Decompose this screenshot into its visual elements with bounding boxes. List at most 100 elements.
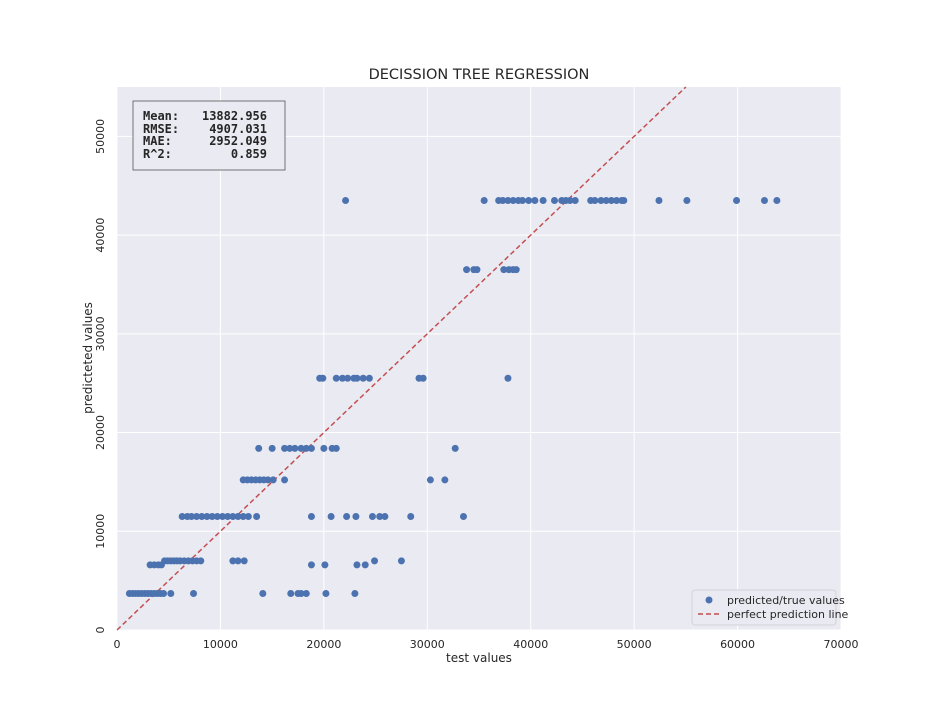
scatter-point [229,557,237,565]
scatter-point [338,374,346,382]
scatter-point [302,444,310,452]
scatter-point [351,589,359,597]
x-axis-label: test values [446,651,512,665]
scatter-point [371,557,379,565]
scatter-point [178,512,186,520]
scatter-point [264,476,272,484]
scatter-point [197,557,205,565]
legend-label-scatter: predicted/true values [727,594,845,607]
scatter-point [518,197,526,205]
scatter-point [368,512,376,520]
scatter-point [320,444,328,452]
y-axis-label: predicteted values [81,302,95,414]
scatter-point [361,561,369,569]
x-tick-label: 30000 [410,638,445,651]
stats-r2-label: R^2: [143,147,172,161]
x-tick-label: 50000 [617,638,652,651]
stats-mean-label: Mean: [143,109,179,123]
scatter-point [281,444,289,452]
scatter-point [602,197,610,205]
x-tick-label: 40000 [513,638,548,651]
scatter-point [566,197,574,205]
scatter-point [240,557,248,565]
stats-mae-value: 2952.049 [209,134,267,148]
stats-rmse-value: 4907.031 [209,122,267,136]
scatter-point [352,512,360,520]
scatter-point [441,476,449,484]
y-tick-labels: 0 10000 20000 30000 40000 50000 [94,119,107,634]
scatter-point [218,512,226,520]
scatter-point [213,512,221,520]
scatter-point [525,197,533,205]
stats-r2-value: 0.859 [231,147,267,161]
scatter-point [342,197,350,205]
scatter-point [319,374,327,382]
scatter-point [343,512,351,520]
scatter-point [322,589,330,597]
scatter-point [365,374,373,382]
x-tick-label: 10000 [203,638,238,651]
scatter-point [287,589,295,597]
scatter-point [397,557,405,565]
chart-title: DECISSION TREE REGRESSION [369,67,590,83]
scatter-point [344,374,352,382]
x-tick-label: 20000 [306,638,341,651]
y-tick-label: 50000 [94,119,107,154]
scatter-point [359,374,367,382]
scatter-point [321,561,329,569]
scatter-point [500,266,508,274]
scatter-point [620,197,628,205]
scatter-point [187,512,195,520]
scatter-point [407,512,415,520]
scatter-point [203,512,211,520]
x-tick-label: 60000 [720,638,755,651]
plot-background [117,87,841,630]
scatter-point [531,197,539,205]
scatter-point [504,374,512,382]
y-tick-label: 30000 [94,316,107,351]
scatter-point [268,444,276,452]
scatter-point [307,512,315,520]
scatter-point [167,589,175,597]
legend-label-line: perfect prediction line [727,608,849,621]
scatter-point [463,266,471,274]
scatter-point [302,589,310,597]
x-tick-label: 70000 [824,638,859,651]
scatter-point [160,589,168,597]
scatter-point [480,197,488,205]
scatter-point [607,197,615,205]
scatter-point [419,374,427,382]
scatter-point [291,444,299,452]
scatter-point [683,197,691,205]
scatter-point [193,512,201,520]
scatter-point [255,444,263,452]
scatter-point [208,512,216,520]
scatter-point [281,476,289,484]
y-tick-label: 0 [94,627,107,634]
scatter-point [269,476,277,484]
x-tick-labels: 0 10000 20000 30000 40000 50000 60000 70000 [114,638,859,651]
scatter-point [376,512,384,520]
scatter-point [253,512,261,520]
scatter-point [234,512,242,520]
scatter-point [381,512,389,520]
stats-box: Mean: 13882.956 RMSE: 4907.031 MAE: 2952… [132,100,286,171]
scatter-point [499,197,507,205]
scatter-point [244,512,252,520]
scatter-point [297,589,305,597]
y-tick-label: 10000 [94,514,107,549]
scatter-point [332,444,340,452]
scatter-point [459,512,467,520]
scatter-point [353,561,361,569]
grid [116,87,842,631]
scatter-point [234,557,242,565]
scatter-point [655,197,663,205]
scatter-point [773,197,781,205]
y-tick-label: 20000 [94,415,107,450]
scatter-point [504,197,512,205]
scatter-point [613,197,621,205]
legend: predicted/true values perfect prediction… [691,589,849,626]
stats-mean-value: 13882.956 [202,109,267,123]
stats-box-frame [132,100,286,171]
scatter-points [125,197,781,597]
